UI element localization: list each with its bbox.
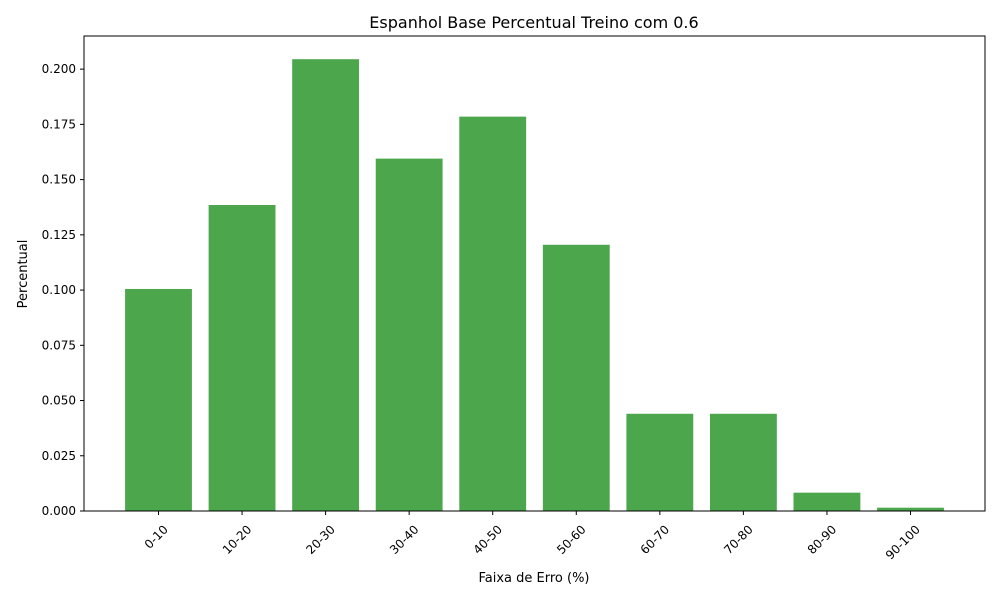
bar-0-10 [125,288,192,511]
x-tick-label: 20-30 [303,522,338,557]
x-tick-label: 50-60 [554,522,589,557]
y-tick-label: 0.200 [42,62,76,76]
chart-title: Espanhol Base Percentual Treino com 0.6 [369,13,698,32]
y-tick-label: 0.050 [42,394,76,408]
x-tick-label: 70-80 [721,522,756,557]
bar-20-30 [292,59,360,511]
x-tick-label: 40-50 [471,522,506,557]
bar-90-100 [877,507,944,511]
bar-40-50 [459,116,527,511]
y-tick-label: 0.000 [42,504,76,518]
y-tick-label: 0.075 [42,338,76,352]
x-tick-label: 30-40 [387,522,422,557]
bar-30-40 [375,158,443,511]
y-tick-label: 0.175 [42,117,76,131]
x-tick-label: 90-100 [883,522,923,562]
y-tick-label: 0.150 [42,173,76,187]
x-tick-label: 60-70 [638,522,673,557]
bar-60-70 [626,413,694,511]
y-tick-label: 0.100 [42,283,76,297]
bar-80-90 [793,492,861,511]
x-axis-label: Faixa de Erro (%) [478,571,589,586]
x-tick-label: 0-10 [142,522,171,551]
y-tick-label: 0.025 [42,449,76,463]
bars-layer [125,59,944,511]
bar-70-80 [709,413,777,511]
y-axis-label: Percentual [16,240,31,309]
y-axis: 0.000 0.025 0.050 0.075 0.100 0.125 0.150 0.175… [42,62,84,518]
plot-frame [83,35,986,512]
x-axis: 0-10 10-20 20-30 30-40 40-50 50-60 60-70 70-80 8… [142,511,923,562]
x-tick-label: 10-20 [220,522,255,557]
bar-50-60 [542,244,610,511]
x-tick-label: 80-90 [805,522,840,557]
bar-10-20 [208,205,276,511]
y-tick-label: 0.125 [42,228,76,242]
